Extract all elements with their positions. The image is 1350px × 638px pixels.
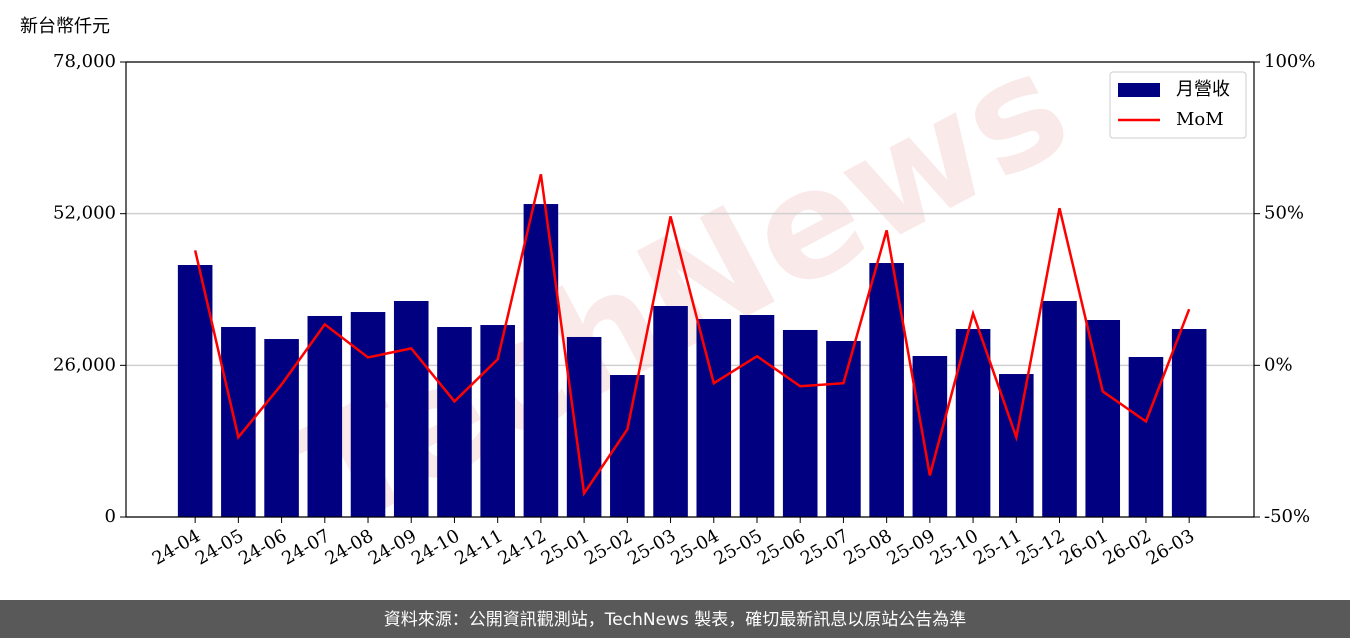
y-axis-label: 新台幣仟元 xyxy=(20,16,110,37)
legend-swatch xyxy=(1118,83,1160,97)
bar xyxy=(999,374,1034,517)
x-tick-label: 25-06 xyxy=(754,525,809,569)
bar xyxy=(739,314,775,517)
x-tick-label: 25-02 xyxy=(581,525,636,569)
bar xyxy=(1042,300,1077,517)
legend-label: MoM xyxy=(1176,109,1224,130)
x-tick-label: 25-08 xyxy=(840,525,895,569)
y-tick-label: 78,000 xyxy=(53,51,116,72)
bar xyxy=(826,341,861,517)
x-tick-label: 25-07 xyxy=(797,525,852,569)
bar xyxy=(177,265,213,517)
x-tick-label: 25-04 xyxy=(667,525,722,569)
y-tick-label: 0 xyxy=(105,506,116,527)
x-tick-label: 24-06 xyxy=(235,525,290,569)
x-tick-label: 24-04 xyxy=(149,525,204,569)
x-tick-label: 25-05 xyxy=(711,525,766,569)
bar xyxy=(782,329,818,517)
y2-tick-label: 50% xyxy=(1264,203,1304,224)
x-tick-label: 25-10 xyxy=(927,525,982,569)
y2-tick-label: 0% xyxy=(1264,354,1293,375)
x-tick-label: 26-01 xyxy=(1056,525,1111,569)
x-tick-label: 25-03 xyxy=(624,525,679,569)
y2-tick-label: 100% xyxy=(1264,51,1315,72)
y-tick-label: 26,000 xyxy=(53,354,116,375)
bar xyxy=(1171,328,1207,517)
x-tick-label: 25-12 xyxy=(1013,525,1068,569)
x-tick-label: 26-03 xyxy=(1143,525,1198,569)
plot-frame xyxy=(125,61,1255,518)
y2-tick-label: -50% xyxy=(1264,506,1310,527)
y-tick-label: 52,000 xyxy=(53,203,116,224)
bar xyxy=(696,319,732,517)
bar xyxy=(350,312,386,517)
bar xyxy=(653,306,688,517)
bar xyxy=(912,356,948,517)
bar xyxy=(1085,320,1121,517)
x-tick-label: 25-11 xyxy=(970,525,1025,569)
bar xyxy=(307,315,343,517)
x-tick-label: 24-11 xyxy=(451,525,506,569)
legend-label: 月營收 xyxy=(1176,79,1230,100)
line xyxy=(193,173,1191,497)
bar xyxy=(523,204,559,517)
bar xyxy=(1128,356,1164,517)
x-tick-label: 24-05 xyxy=(192,525,247,569)
x-tick-label: 24-07 xyxy=(278,525,333,569)
bar xyxy=(869,263,904,517)
bar xyxy=(393,300,429,517)
x-tick-label: 25-01 xyxy=(538,525,593,569)
x-tick-label: 24-12 xyxy=(494,525,549,569)
x-tick-label: 25-09 xyxy=(883,525,938,569)
x-tick-label: 26-02 xyxy=(1100,525,1155,569)
footer-text: 資料來源：公開資訊觀測站，TechNews 製表，確切最新訊息以原站公告為準 xyxy=(384,610,966,630)
footer-bar xyxy=(0,600,1350,638)
bar xyxy=(437,327,472,517)
